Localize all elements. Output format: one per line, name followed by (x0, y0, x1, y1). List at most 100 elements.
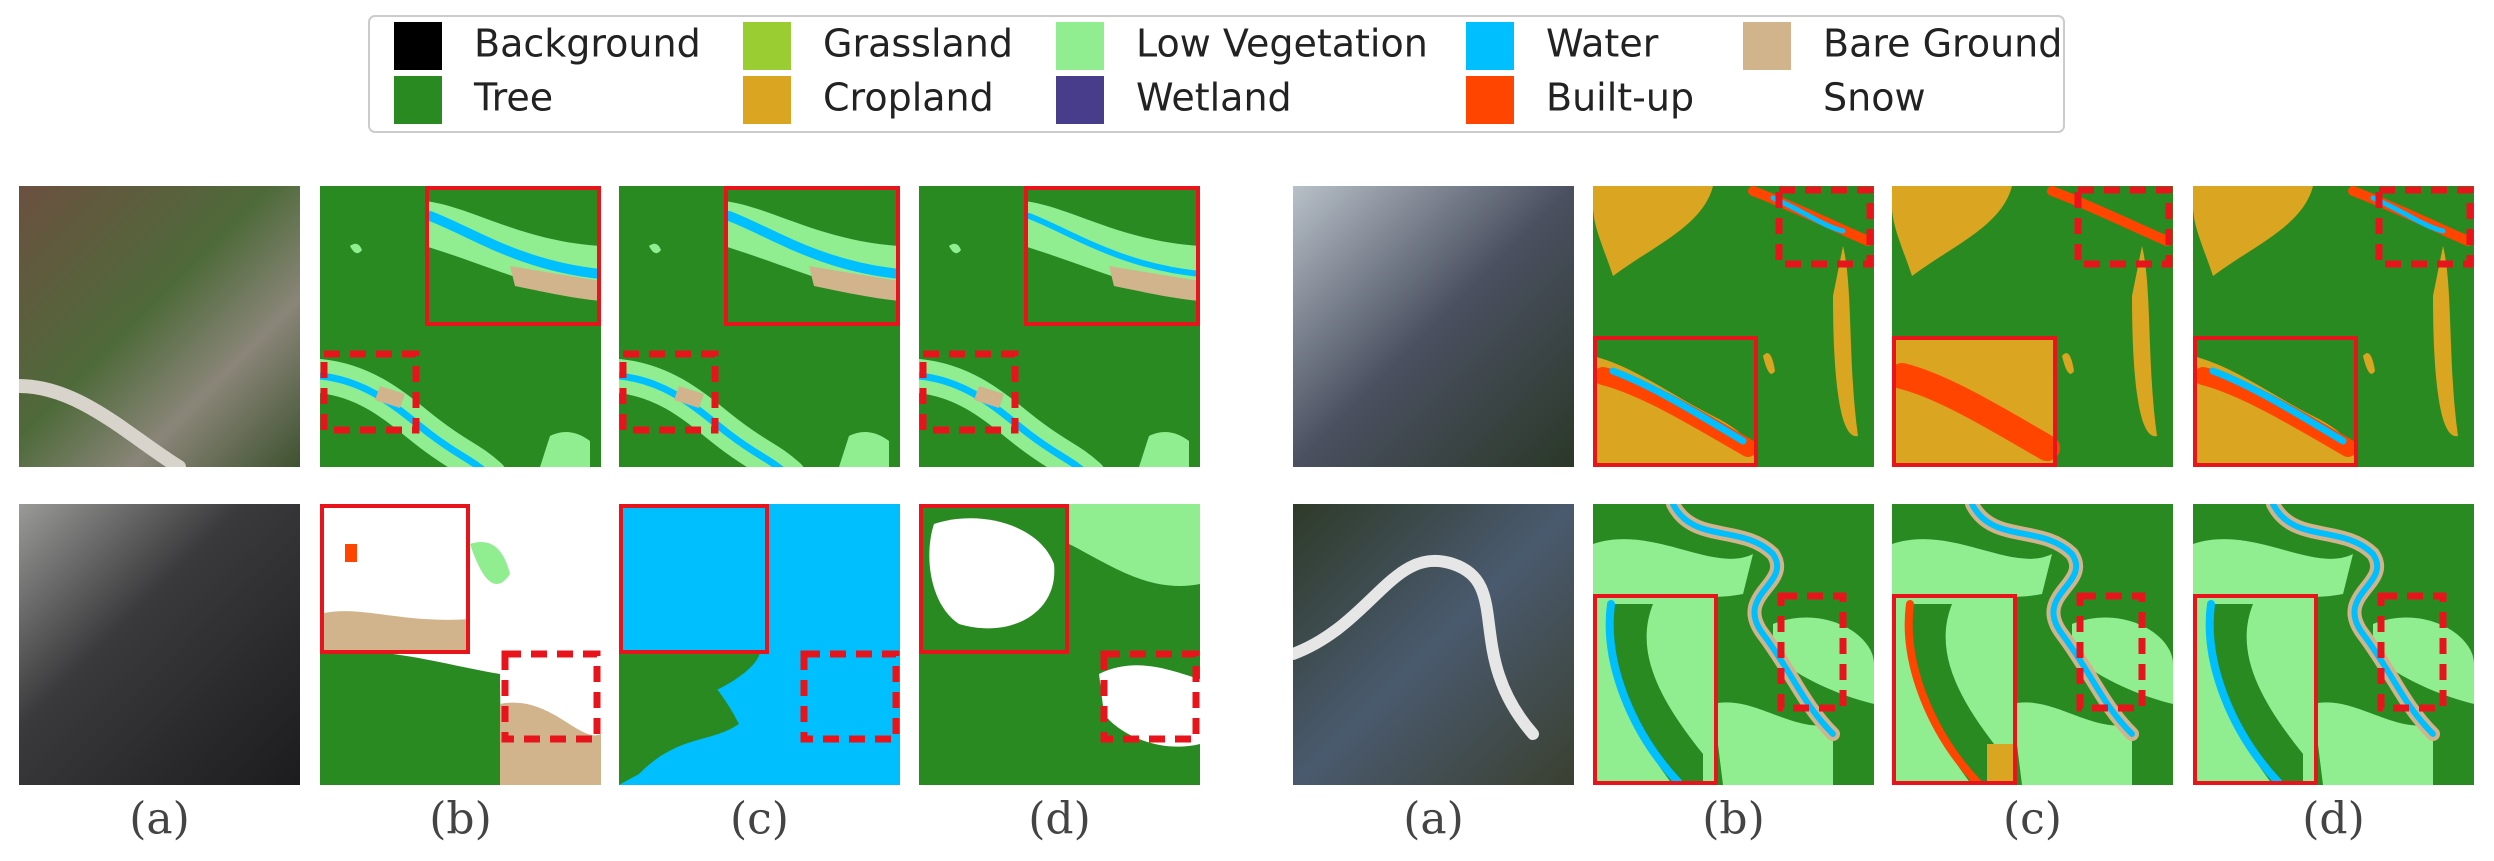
region (2072, 617, 2173, 704)
zoom-source-box (1100, 650, 1200, 743)
panel-label: (a) (129, 794, 190, 845)
inset-built-up (345, 544, 357, 562)
zoom-source-box (619, 350, 719, 434)
bare-ground (974, 386, 1004, 408)
legend-swatch (1056, 22, 1104, 70)
region (2062, 353, 2074, 374)
tree-area (320, 651, 501, 785)
map-panel (320, 186, 601, 467)
inset-built-up (1892, 363, 2060, 461)
inset-river (425, 211, 601, 279)
legend-swatch (1466, 76, 1514, 124)
zoom-inset-frame (1593, 336, 1758, 467)
zoom-inset-frame (2193, 594, 2318, 785)
zoom-inset-frame (425, 186, 601, 326)
map-panel (1593, 504, 1874, 785)
satellite-image (1293, 504, 1574, 785)
low-vegetation (1069, 504, 1200, 586)
satellite-image (19, 504, 300, 785)
region (649, 243, 661, 254)
zoom-inset-frame (619, 504, 769, 654)
region (2363, 353, 2375, 374)
zoom-source-box (501, 650, 601, 743)
inset-cropland (1987, 744, 2017, 785)
zoom-inset-frame (2193, 336, 2358, 467)
zoom-source-box (2074, 186, 2173, 268)
inset-bare-ground (510, 266, 601, 301)
panel-label: (b) (1702, 794, 1765, 845)
region (540, 432, 590, 467)
map-panel (1892, 186, 2173, 467)
built-up (2047, 186, 2172, 246)
inset-low-vegetation (1024, 201, 1200, 296)
legend-swatch (1743, 22, 1791, 70)
zoom-inset-frame (1024, 186, 1200, 326)
river (919, 372, 1084, 467)
zoom-source-box (2377, 592, 2447, 712)
legend-swatch (743, 22, 791, 70)
cropland (1892, 186, 2012, 276)
river-image (19, 379, 186, 467)
legend-label: Water (1546, 22, 1659, 66)
inset-built-up (1594, 367, 1757, 457)
region (2012, 702, 2132, 785)
panel-label: (b) (429, 794, 492, 845)
legend-label: Tree (473, 76, 553, 120)
region (1773, 617, 1874, 704)
legend-label: Snow (1823, 76, 1926, 120)
map-panel (2193, 186, 2474, 467)
map-panel (619, 504, 900, 785)
inset-river (1904, 600, 1981, 785)
legend-label: Cropland (823, 76, 994, 120)
river (619, 372, 784, 467)
map-panel (2193, 504, 2474, 785)
legend-label: Bare Ground (1823, 22, 2062, 66)
map-panel (19, 504, 300, 785)
cropland (2132, 246, 2157, 437)
zoom-inset-frame (724, 186, 900, 326)
cropland (1593, 186, 1713, 276)
legend-swatch (1056, 76, 1104, 124)
inset-tree (1910, 604, 2002, 785)
region (2313, 702, 2433, 785)
zoom-inset-frame (320, 504, 470, 654)
region (949, 243, 961, 254)
legend-swatch (743, 76, 791, 124)
zoom-inset-frame (919, 504, 1069, 654)
river (320, 372, 485, 467)
zoom-inset-frame (1892, 594, 2017, 785)
map-panel (19, 186, 300, 467)
satellite-image (1293, 186, 1574, 467)
region (470, 542, 510, 584)
zoom-source-box (2375, 186, 2474, 268)
low-vegetation (1892, 539, 2052, 604)
legend-label: Background (474, 22, 701, 66)
inset-built-up (2194, 367, 2357, 457)
panel-label: (d) (1028, 794, 1091, 845)
river-image (1293, 554, 1539, 740)
snow-area (1099, 665, 1200, 747)
map-panel (1293, 186, 1574, 467)
inset-river (2205, 600, 2282, 785)
river (1670, 504, 1836, 737)
legend-frame (368, 15, 2065, 133)
zoom-source-box (2076, 592, 2146, 712)
bare-ground (674, 386, 704, 408)
region (619, 644, 761, 704)
inset-bare-ground (1109, 266, 1200, 301)
region (839, 432, 889, 467)
cropland (2193, 186, 2313, 276)
inset-water (2209, 367, 2347, 445)
legend-swatch (394, 76, 442, 124)
legend-swatch (1466, 22, 1514, 70)
zoom-inset-frame (1892, 336, 2057, 467)
inset-water (619, 504, 769, 654)
zoom-source-box (1777, 592, 1847, 712)
legend-label: Low Vegetation (1136, 22, 1428, 66)
river (1969, 504, 2135, 737)
inset-tree (1611, 604, 1703, 785)
zoom-source-box (1775, 186, 1874, 268)
region (2373, 617, 2474, 704)
map-panel (919, 504, 1200, 785)
